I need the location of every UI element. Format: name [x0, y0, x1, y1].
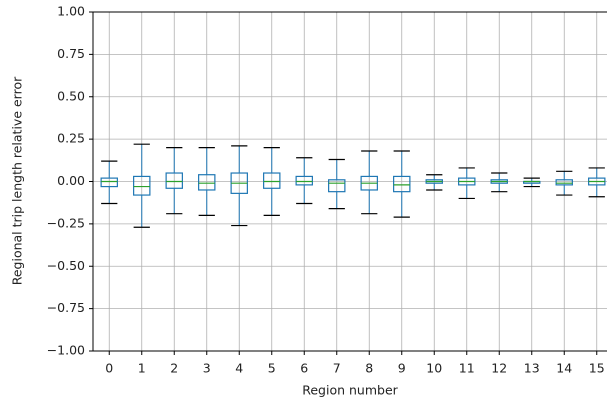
x-tick-label: 0	[105, 361, 113, 376]
y-tick-label: 0.00	[57, 173, 85, 188]
y-tick-label: 1.00	[57, 4, 85, 19]
y-tick-label: 0.25	[57, 131, 85, 146]
box	[100, 177, 118, 188]
y-tick-label: −0.25	[47, 215, 85, 230]
y-tick-label: 0.75	[57, 46, 85, 61]
x-tick-label: 13	[524, 361, 540, 376]
y-tick-label: −0.75	[47, 300, 85, 315]
x-tick-label: 6	[300, 361, 308, 376]
box	[328, 179, 346, 193]
x-tick-label: 4	[235, 361, 243, 376]
x-tick-label: 1	[138, 361, 146, 376]
x-tick-label: 11	[459, 361, 475, 376]
box	[165, 172, 183, 189]
x-tick-label: 9	[398, 361, 406, 376]
x-axis-label: Region number	[302, 383, 398, 398]
box	[198, 174, 216, 191]
x-tick-label: 5	[268, 361, 276, 376]
plot-frame	[92, 11, 607, 352]
box	[263, 172, 281, 189]
x-tick-label: 7	[333, 361, 341, 376]
y-tick-label: −1.00	[47, 343, 85, 358]
x-tick-label: 14	[556, 361, 572, 376]
x-tick-label: 12	[491, 361, 507, 376]
x-tick-label: 8	[365, 361, 373, 376]
box	[295, 175, 313, 186]
x-tick-label: 2	[170, 361, 178, 376]
box	[555, 179, 573, 186]
x-tick-label: 10	[426, 361, 442, 376]
x-tick-label: 3	[203, 361, 211, 376]
y-axis-label: Regional trip length relative error	[10, 76, 25, 285]
box	[133, 175, 151, 196]
y-tick-label: −0.50	[47, 258, 85, 273]
x-tick-label: 15	[589, 361, 605, 376]
box	[393, 175, 411, 193]
y-tick-label: 0.50	[57, 88, 85, 103]
